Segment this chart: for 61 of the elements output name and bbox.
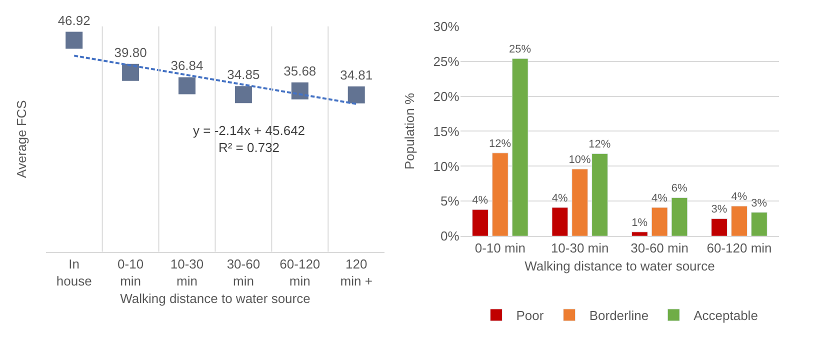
data-label: 4%: [651, 192, 668, 204]
data-label: 34.81: [340, 67, 373, 82]
x-tick-label: 30-60 min: [630, 240, 688, 256]
x-tick-label: 30-60 min: [226, 256, 260, 288]
annotation: y = -2.14x + 45.642 R² = 0.732: [193, 123, 306, 155]
x-tick-label: 60-120 min: [280, 256, 320, 288]
data-label: 35.68: [284, 63, 316, 78]
y-tick-label: 30%: [433, 18, 460, 34]
data-label: 12%: [588, 138, 611, 151]
bar: [512, 58, 528, 236]
bar: [472, 209, 488, 236]
data-label: 1%: [632, 216, 648, 229]
data-label: 4%: [472, 194, 488, 207]
x-tick-label: 10-30 min: [170, 256, 204, 288]
x-tick-label: 10-30 min: [550, 240, 609, 256]
data-label: 39.80: [114, 44, 147, 60]
bar: [671, 197, 688, 236]
bar: [572, 168, 588, 236]
y-tick-label: 20%: [433, 88, 460, 104]
bar: [552, 207, 568, 236]
bar: [711, 218, 728, 236]
data-label: 46.92: [58, 12, 90, 28]
x-axis-title: Walking distance to water source: [524, 258, 715, 274]
data-label: 25%: [508, 44, 532, 56]
data-label: 4%: [731, 191, 748, 204]
point: [178, 76, 197, 96]
data-label: 12%: [489, 138, 512, 150]
x-tick-label: 120 min +: [340, 256, 372, 288]
data-label: 3%: [751, 197, 768, 210]
data-label: 3%: [711, 204, 728, 216]
y-axis-title: Population %: [402, 92, 418, 170]
data-label: 6%: [671, 182, 688, 195]
x-tick-label: 60-120 min: [706, 240, 772, 256]
bar: [592, 153, 608, 236]
y-tick-label: 5%: [440, 194, 460, 209]
data-label: 10%: [568, 154, 591, 166]
bar: [651, 207, 668, 236]
point: [290, 81, 310, 100]
bar: [731, 206, 748, 236]
x-tick-label: 0-10 min: [118, 256, 144, 288]
legend-label: Poor: [516, 308, 544, 324]
x-tick-label: In house: [56, 256, 92, 288]
legend-label: Acceptable: [694, 308, 758, 324]
point: [346, 85, 366, 104]
x-axis-title: Walking distance to water source: [120, 290, 310, 306]
point: [64, 30, 84, 50]
data-label: 34.85: [227, 67, 260, 82]
point: [121, 62, 140, 82]
data-label: 4%: [552, 192, 568, 204]
point: [234, 85, 253, 104]
y-tick-label: 15%: [433, 124, 460, 139]
y-tick-label: 25%: [433, 54, 460, 69]
y-tick-label: 0%: [440, 228, 460, 244]
x-tick-label: 0-10 min: [474, 240, 526, 256]
y-tick-label: 10%: [433, 158, 460, 174]
y-axis-title: Average FCS: [14, 100, 29, 178]
legend-label: Borderline: [589, 308, 649, 324]
data-label: 36.84: [170, 58, 204, 74]
bar: [750, 212, 768, 236]
bar: [631, 232, 648, 236]
bar: [492, 152, 508, 236]
